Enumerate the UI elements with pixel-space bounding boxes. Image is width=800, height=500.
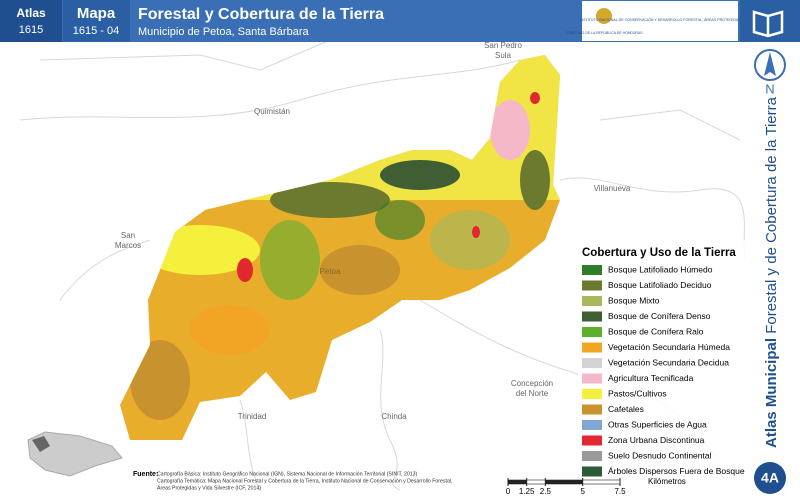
legend-swatch <box>582 404 602 415</box>
legend-panel <box>578 240 754 476</box>
legend-swatch <box>582 327 602 337</box>
legend-swatch <box>582 466 602 477</box>
legend-swatch <box>582 311 602 322</box>
legend-label: Vegetación Secundaria Húmeda <box>608 342 730 352</box>
atlas-code: 1615 <box>19 24 43 36</box>
scale-label: 5 <box>580 487 585 496</box>
place-label: San Pedro Sula <box>484 41 522 60</box>
place-label-line: Marcos <box>115 241 141 250</box>
legend-label: Bosque Mixto <box>608 295 660 305</box>
side-title-rest: Forestal y de Cobertura de la Tierra <box>763 96 780 333</box>
place-label: Concepción del Norte <box>511 379 553 398</box>
legend: Cobertura y Uso de la Tierra Bosque Latif… <box>578 240 754 477</box>
scale-label: 0 <box>506 487 511 496</box>
place-label-line: San Pedro <box>484 41 522 50</box>
legend-label: Bosque Latifoliado Deciduo <box>608 280 712 290</box>
legend-swatch <box>582 451 602 461</box>
emblem <box>596 8 612 24</box>
north-arrow <box>764 52 776 76</box>
badge-label: 4A <box>761 470 779 486</box>
source-line: Áreas Protegidas y Vida Silvestre (ICF, … <box>157 484 261 491</box>
place-label-line: del Norte <box>516 389 549 398</box>
scale-bar: 0 1.25 2.5 5 7.5 Kilómetros <box>506 477 686 496</box>
legend-swatch <box>582 342 602 353</box>
map-label: Mapa <box>77 5 116 22</box>
place-label-line: San <box>121 231 135 240</box>
side-title-strong: Atlas Municipal <box>763 338 780 448</box>
scale-unit: Kilómetros <box>648 477 686 486</box>
place-label: Villanueva <box>594 184 631 193</box>
side-title: Atlas Municipal Forestal y de Cobertura … <box>763 96 780 448</box>
legend-label: Cafetales <box>608 404 644 414</box>
legend-label: Suelo Desnudo Continental <box>608 450 712 460</box>
legend-label: Bosque de Conífera Denso <box>608 311 711 321</box>
place-label: San Marcos <box>115 231 141 250</box>
legend-label: Zona Urbana Discontinua <box>608 435 705 445</box>
scale-segment <box>507 479 527 485</box>
north-circle <box>754 49 786 81</box>
legend-title: Cobertura y Uso de la Tierra <box>582 247 736 259</box>
atlas-label: Atlas <box>16 6 46 20</box>
legend-label: Bosque Latifoliado Húmedo <box>608 264 713 274</box>
book-icon <box>752 10 784 38</box>
map-code: 1615 - 04 <box>73 25 119 37</box>
place-label-line: Sula <box>495 51 512 60</box>
scale-segment <box>582 479 621 485</box>
legend-swatch <box>582 358 602 368</box>
scale-segment <box>545 479 583 485</box>
legend-swatch <box>582 373 602 384</box>
place-label: Quimistán <box>254 107 290 116</box>
legend-swatch <box>582 435 602 446</box>
scale-segment <box>526 479 546 485</box>
place-label: Petoa <box>320 267 341 276</box>
legend-swatch <box>582 389 602 399</box>
legend-swatch <box>582 265 602 275</box>
map-box <box>63 0 130 42</box>
source-line: Cartografía Temática: Mapa Nacional Fore… <box>157 478 452 484</box>
legend-label: Agricultura Tecnificada <box>608 373 694 383</box>
scale-label: 7.5 <box>614 487 626 496</box>
logo-left: GOBIERNO DE LA REPÚBLICA DE HONDURAS <box>565 31 643 35</box>
inset-map <box>27 431 123 477</box>
legend-swatch <box>582 420 602 430</box>
scale-label: 1.25 <box>519 487 535 496</box>
north-label: N <box>765 81 774 96</box>
scale-label: 2.5 <box>540 487 552 496</box>
title: Forestal y Cobertura de la Tierra <box>138 6 384 23</box>
source-line: Cartografía Básica: Instituto Geográfico… <box>157 471 418 477</box>
source-label: Fuente: <box>133 471 158 478</box>
legend-label: Pastos/Cultivos <box>608 388 667 398</box>
place-label-line: Concepción <box>511 379 553 388</box>
place-labels: San Pedro Sula Quimistán Villanueva San Marco… <box>115 41 631 421</box>
legend-label: Bosque de Conífera Ralo <box>608 326 704 336</box>
logo-right: INSTITUTO NACIONAL DE CONSERVACIÓN Y DES… <box>580 17 782 22</box>
land-cover-map <box>120 55 560 440</box>
source: Cartografía Básica: Instituto Geográfico… <box>157 471 452 491</box>
place-label: Trinidad <box>238 412 267 421</box>
atlas-box <box>0 0 62 42</box>
legend-swatch <box>582 280 602 291</box>
badge <box>754 462 786 494</box>
legend-label: Otras Superficies de Agua <box>608 419 707 429</box>
place-label: Chinda <box>381 412 407 421</box>
legend-swatch <box>582 296 602 306</box>
legend-label: Vegetación Secundaria Decidua <box>608 357 729 367</box>
inset-highlight <box>32 436 50 452</box>
subtitle: Municipio de Petoa, Santa Bárbara <box>138 26 309 38</box>
legend-label: Árboles Dispersos Fuera de Bosque <box>608 466 745 476</box>
